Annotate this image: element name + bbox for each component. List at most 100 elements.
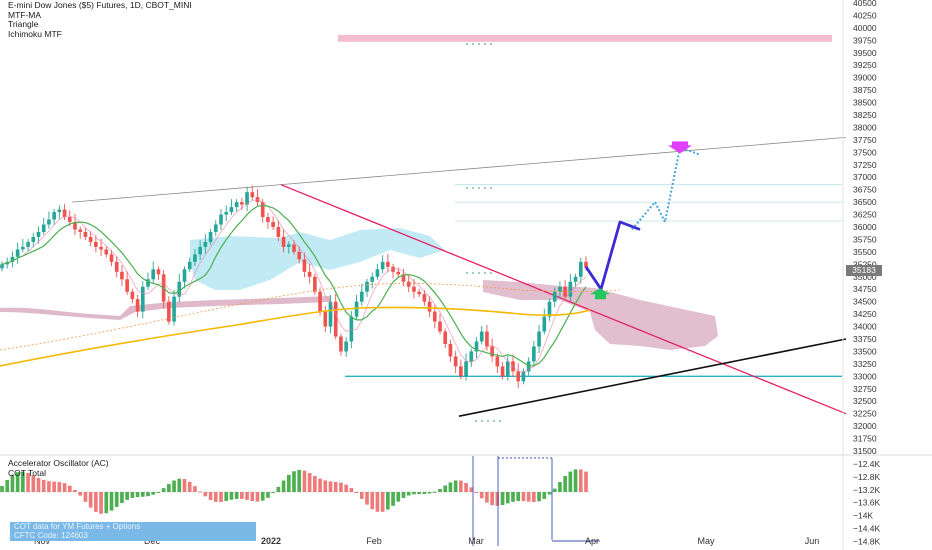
oscillator-layer <box>0 454 932 546</box>
oscillator-bar <box>224 492 229 501</box>
candle-body <box>354 301 359 317</box>
oscillator-bar <box>208 492 213 500</box>
candle-body <box>516 371 521 382</box>
oscillator-bar <box>41 479 46 492</box>
date-tick-label: May <box>697 536 715 546</box>
candle-body <box>187 261 192 270</box>
oscillator-bar <box>448 482 453 492</box>
candle-body <box>73 222 77 230</box>
oscillator-bar <box>15 472 20 492</box>
oscillator-bar <box>584 471 588 492</box>
candle-body <box>344 341 348 352</box>
current-price-tag: 35183 <box>846 265 882 276</box>
oscillator-bar <box>203 492 208 497</box>
price-tick-label: 39000 <box>853 73 877 83</box>
legend-title: E-mini Dow Jones ($5) Futures, 1D, CBOT_… <box>8 0 192 10</box>
oscillator-bar <box>370 492 375 510</box>
dotted-projection-path <box>631 146 701 231</box>
candle-body <box>485 331 489 347</box>
candle-body <box>260 202 265 218</box>
price-tick-label: 40500 <box>853 0 877 8</box>
candle-body <box>547 301 552 317</box>
ichimoku-cloud-bull <box>190 228 445 290</box>
oscillator-bar <box>380 492 385 512</box>
candle-body <box>406 281 411 287</box>
signal-arrow-icon <box>590 288 610 300</box>
candle-body <box>328 301 333 327</box>
candle-body <box>31 236 36 242</box>
candle-body <box>266 217 270 223</box>
oscillator-bar <box>521 492 526 502</box>
oscillator-bar <box>578 469 583 492</box>
oscillator-bar <box>47 481 51 492</box>
candle-body <box>140 286 145 312</box>
price-tick-label: 37000 <box>853 172 877 182</box>
oscillator-bar <box>532 492 536 503</box>
date-tick-label: Dec <box>144 536 161 546</box>
candle-body <box>135 299 140 312</box>
oscillator-bar <box>156 491 161 493</box>
candle-body <box>271 222 275 227</box>
cot-note: COT data for YM Futures + Options CFTC C… <box>10 522 256 541</box>
price-tick-label: 32750 <box>853 384 877 394</box>
oscillator-bar <box>292 471 296 492</box>
oscillator-bar <box>500 492 505 505</box>
price-tick-label: 35500 <box>853 247 877 257</box>
oscillator-bar <box>297 469 302 492</box>
date-tick-label: Feb <box>366 536 382 546</box>
oscillator-bar <box>229 492 234 500</box>
candle-body <box>62 209 67 218</box>
price-tick-label: 33250 <box>853 359 877 369</box>
candle-body <box>323 311 328 327</box>
oscillator-bar <box>422 492 427 495</box>
oscillator-bar <box>130 492 135 498</box>
cot-note-line1: COT data for YM Futures + Options <box>14 522 141 531</box>
oscillator-bar <box>99 492 103 514</box>
candle-body <box>286 244 291 247</box>
price-tick-label: 40250 <box>853 10 877 20</box>
candle-body <box>521 371 526 382</box>
oscillator-tick-label: −12.8K <box>853 472 881 482</box>
oscillator-bar <box>365 492 369 505</box>
price-tick-label: 32250 <box>853 409 877 419</box>
oscillator-bar <box>146 492 150 497</box>
moving-averages-layer <box>0 199 621 373</box>
oscillator-subtitle: COT Total <box>8 467 46 478</box>
oscillator-bar <box>412 492 416 495</box>
candle-body <box>432 311 437 322</box>
candle-body <box>302 259 307 272</box>
oscillator-bar <box>558 482 562 492</box>
date-tick-label: Apr <box>585 536 599 546</box>
candle-body <box>542 316 547 332</box>
oscillator-bar <box>250 492 255 502</box>
oscillator-bar <box>469 487 474 492</box>
annotations-layer <box>0 34 847 422</box>
candle-body <box>114 261 119 272</box>
candle-body <box>41 224 46 232</box>
oscillator-bar <box>427 492 432 494</box>
oscillator-bar <box>542 492 547 499</box>
oscillator-bar <box>313 475 317 492</box>
chart-legend: E-mini Dow Jones ($5) Futures, 1D, CBOT_… <box>8 0 192 39</box>
oscillator-bar <box>333 481 338 492</box>
candle-body <box>459 366 463 377</box>
oscillator-bar <box>281 480 286 492</box>
date-tick-label: Nov <box>34 536 51 546</box>
candle-body <box>578 261 583 277</box>
oscillator-bar <box>375 492 380 512</box>
projection-path <box>584 220 641 291</box>
price-tick-label: 38500 <box>853 98 877 108</box>
candle-body <box>67 217 72 223</box>
oscillator-bar <box>318 478 322 492</box>
oscillator-bar <box>151 492 156 495</box>
oscillator-bar <box>302 470 307 492</box>
oscillator-bar <box>245 492 249 500</box>
candle-body <box>380 261 385 270</box>
candle-body <box>412 286 416 292</box>
price-tick-label: 39500 <box>853 48 877 58</box>
price-tick-label: 36500 <box>853 197 877 207</box>
ma-green-line <box>1 204 587 367</box>
candle-body <box>552 291 557 302</box>
candle-body <box>443 331 448 344</box>
